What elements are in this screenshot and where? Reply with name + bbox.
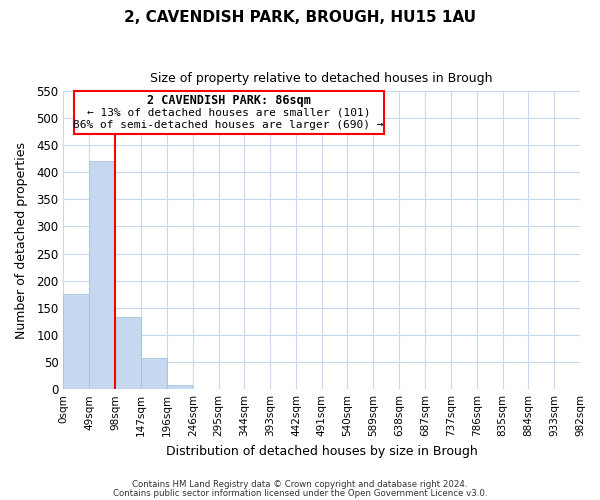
Bar xyxy=(89,162,115,389)
Text: 86% of semi-detached houses are larger (690) →: 86% of semi-detached houses are larger (… xyxy=(73,120,384,130)
Text: Contains HM Land Registry data © Crown copyright and database right 2024.: Contains HM Land Registry data © Crown c… xyxy=(132,480,468,489)
Bar xyxy=(193,388,218,389)
Text: 2, CAVENDISH PARK, BROUGH, HU15 1AU: 2, CAVENDISH PARK, BROUGH, HU15 1AU xyxy=(124,10,476,25)
Text: 2 CAVENDISH PARK: 86sqm: 2 CAVENDISH PARK: 86sqm xyxy=(147,94,311,107)
X-axis label: Distribution of detached houses by size in Brough: Distribution of detached houses by size … xyxy=(166,444,478,458)
Text: Contains public sector information licensed under the Open Government Licence v3: Contains public sector information licen… xyxy=(113,489,487,498)
Bar xyxy=(554,388,580,389)
Y-axis label: Number of detached properties: Number of detached properties xyxy=(15,142,28,338)
Title: Size of property relative to detached houses in Brough: Size of property relative to detached ho… xyxy=(151,72,493,86)
Bar xyxy=(115,317,141,389)
Bar xyxy=(167,386,193,389)
Bar xyxy=(64,294,89,389)
Bar xyxy=(296,388,322,389)
FancyBboxPatch shape xyxy=(74,91,384,134)
Bar xyxy=(141,358,167,389)
Text: ← 13% of detached houses are smaller (101): ← 13% of detached houses are smaller (10… xyxy=(87,108,370,118)
